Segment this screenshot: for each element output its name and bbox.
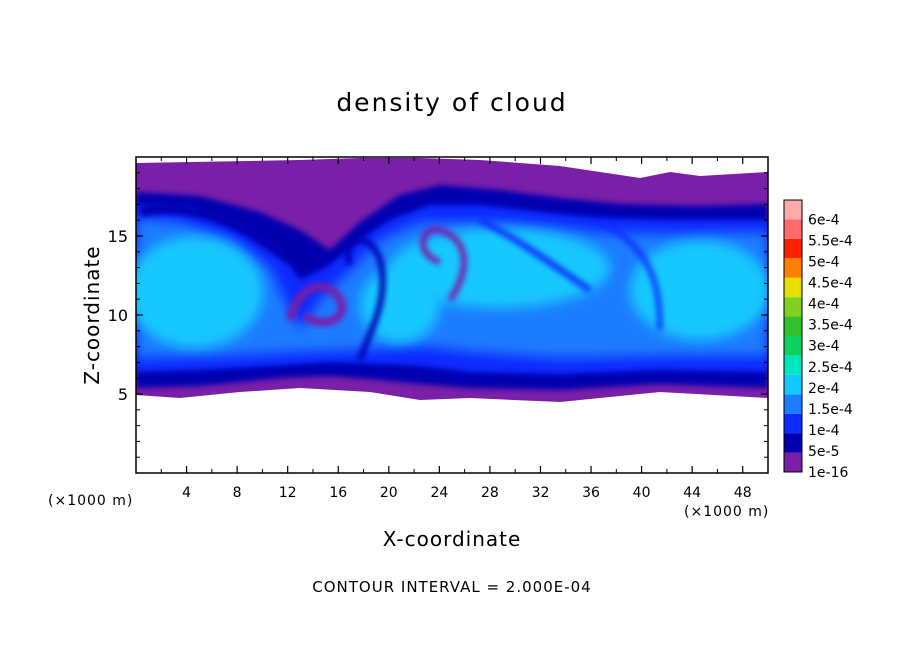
swirl-filament [420,226,467,302]
colorbar-label: 5.5e-4 [808,233,853,249]
colorbar-swatch [784,277,802,298]
colorbar-label: 6e-4 [808,212,840,228]
colorbar-label: 1e-16 [808,465,848,481]
y-axis-label: Z-coordinate [80,245,104,385]
x-tick-label: 12 [279,485,297,501]
colorbar-label: 2.5e-4 [808,360,853,376]
colorbar-swatch [784,452,802,472]
colorbar-swatch [784,394,802,414]
colorbar-label: 5e-5 [808,444,839,460]
colorbar-swatch [784,355,802,375]
y-tick-label: 5 [118,385,128,404]
colorbar-label: 1.5e-4 [808,402,853,418]
colorbar-swatch [784,374,802,395]
y-tick-label: 15 [108,227,128,246]
x-axis-unit: (×1000 m) [684,504,770,520]
y-axis-unit: (×1000 m) [48,493,134,509]
x-axis-ticks: 4 8 12 16 20 24 28 32 36 40 44 48 [160,157,752,501]
x-tick-label: 40 [633,485,651,501]
cyan-core-left [136,236,263,348]
colorbar-swatch [784,258,802,278]
cyan-core-center [390,228,610,308]
x-tick-label: 24 [430,485,448,501]
x-tick-label: 8 [233,485,242,501]
swirl-filament [345,237,386,361]
colorbar-label: 4.5e-4 [808,276,853,292]
colorbar-label: 4e-4 [808,297,840,313]
x-axis-label: X-coordinate [382,527,522,551]
colorbar-swatch [784,433,802,453]
chart-title: density of cloud [336,88,568,117]
swirl-filament [598,217,663,331]
colorbar-swatch [784,219,802,239]
colorbar-swatch [784,316,802,336]
colorbar-swatch [784,200,802,220]
swirl-filament [478,217,592,293]
y-axis-ticks: 5 10 15 [108,172,768,458]
cyan-core-right [630,240,768,340]
colorbar-label: 1e-4 [808,423,840,439]
x-tick-label: 44 [683,485,701,501]
x-tick-label: 32 [532,485,550,501]
colorbar-label: 5e-4 [808,255,840,271]
y-tick-label: 10 [108,306,128,325]
colorbar-frame [783,199,803,473]
swirl-filament [139,204,293,265]
colorbar-swatch [784,336,802,356]
x-tick-label: 20 [380,485,398,501]
colorbar-swatch [784,297,802,317]
swirl-filament [286,282,346,327]
x-tick-label: 28 [481,485,499,501]
x-tick-label: 36 [582,485,600,501]
contour-interval-note: CONTOUR INTERVAL = 2.000E-04 [312,578,592,596]
x-tick-label: 4 [182,485,191,501]
colorbar-label: 2e-4 [808,381,840,397]
cloud-density-field [136,158,768,402]
x-tick-label: 48 [734,485,752,501]
colorbar-label: 3e-4 [808,339,840,355]
colorbar-label: 3.5e-4 [808,318,853,334]
colorbar-swatch [784,413,802,434]
colorbar-swatch [784,238,802,259]
colorbar: 1e-16 5e-5 1e-4 1.5e-4 2e-4 2.5e-4 3e-4 3.5e-4 4… [783,199,853,481]
x-tick-label: 16 [329,485,347,501]
